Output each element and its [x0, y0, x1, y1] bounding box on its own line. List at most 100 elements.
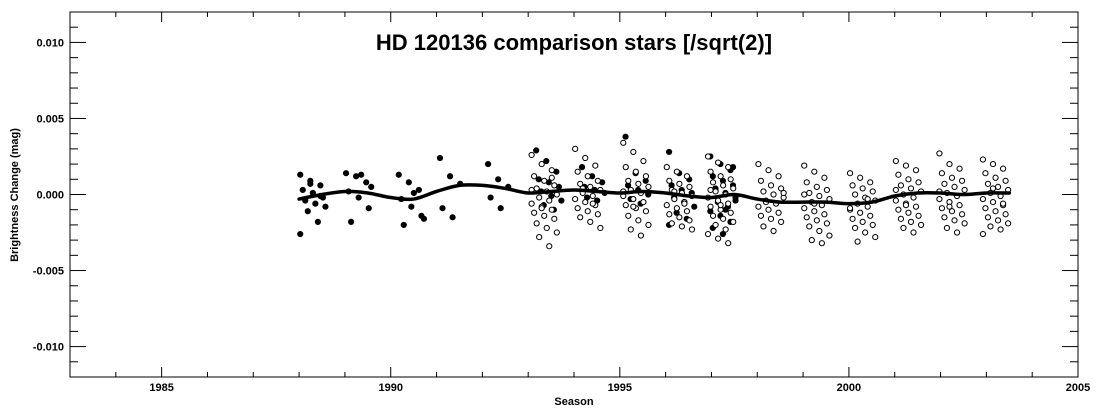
filled-data-point [355, 194, 362, 201]
open-data-point [632, 168, 639, 175]
filled-data-point [543, 157, 550, 165]
open-data-point [553, 229, 560, 236]
open-data-point [686, 217, 693, 224]
open-data-point [712, 221, 719, 229]
open-data-point [910, 194, 917, 201]
open-data-point [543, 224, 550, 232]
open-data-point [622, 164, 629, 171]
open-data-point [755, 160, 762, 168]
filled-data-point [368, 183, 375, 190]
open-data-point [936, 195, 943, 203]
open-data-point [806, 223, 813, 230]
open-data-point [907, 185, 915, 192]
filled-data-point [622, 133, 629, 140]
open-data-point [666, 211, 673, 218]
open-data-point [821, 211, 828, 218]
open-data-point [642, 208, 650, 215]
filled-data-point [533, 147, 540, 154]
open-data-point [872, 233, 879, 241]
open-data-point [630, 203, 637, 210]
open-data-point [577, 214, 584, 221]
open-data-point [584, 208, 591, 215]
filled-data-point [314, 218, 321, 225]
open-data-point [846, 205, 854, 212]
open-data-point [806, 189, 813, 197]
open-data-point [989, 199, 997, 206]
open-data-point [867, 212, 874, 219]
open-data-point [936, 150, 943, 157]
open-data-point [574, 205, 581, 212]
open-data-point [686, 183, 693, 190]
open-data-point [727, 209, 734, 216]
open-data-point [755, 203, 762, 210]
open-data-point [948, 174, 956, 181]
open-data-point [757, 212, 765, 219]
open-data-point [709, 179, 717, 186]
open-data-point [541, 177, 548, 184]
open-data-point [709, 212, 717, 219]
open-data-point [811, 168, 818, 175]
chart-title: HD 120136 comparison stars [/sqrt(2)] [376, 30, 772, 55]
open-data-point [941, 180, 948, 187]
open-data-point [948, 208, 956, 215]
plot-frame [69, 11, 1079, 378]
open-data-point [533, 185, 540, 192]
open-data-point [765, 167, 772, 174]
open-data-point [816, 192, 823, 200]
open-data-point [582, 154, 589, 162]
filled-data-point [436, 154, 444, 162]
filled-data-point [405, 179, 412, 186]
open-data-point [823, 186, 831, 194]
open-data-point [956, 165, 963, 172]
x-tick-label: 1985 [149, 382, 173, 394]
open-data-point [531, 209, 538, 216]
filled-data-point [317, 182, 324, 189]
open-data-point [905, 176, 912, 183]
open-data-point [630, 195, 637, 203]
x-tick-label: 1995 [608, 382, 632, 394]
open-data-point [892, 197, 899, 204]
filled-data-point [365, 205, 372, 212]
open-data-point [818, 240, 825, 247]
open-data-point [767, 215, 775, 222]
filled-data-point [400, 221, 407, 229]
open-data-point [917, 221, 925, 229]
open-data-point [548, 174, 555, 181]
x-tick-label: 2000 [837, 382, 861, 394]
open-data-point [999, 200, 1007, 207]
open-data-point [640, 157, 647, 165]
open-data-point [625, 177, 632, 184]
open-data-point [528, 200, 535, 207]
open-data-point [597, 224, 604, 232]
open-data-point [622, 202, 629, 209]
open-data-point [574, 168, 581, 175]
open-data-point [673, 205, 680, 212]
filled-data-point [495, 176, 502, 183]
open-data-point [982, 170, 989, 177]
open-data-point [775, 173, 782, 180]
open-data-point [730, 185, 737, 192]
filled-data-point [353, 173, 360, 180]
open-data-point [707, 203, 714, 210]
open-data-point [946, 203, 953, 210]
open-data-point [999, 165, 1007, 172]
open-data-point [821, 174, 828, 181]
open-data-point [851, 224, 859, 232]
open-data-point [862, 229, 869, 236]
open-data-point [846, 170, 854, 177]
open-data-point [895, 206, 902, 213]
x-tick-label: 2005 [1066, 382, 1090, 394]
open-data-point [803, 214, 810, 221]
open-data-point [801, 162, 808, 169]
open-data-point [645, 221, 652, 229]
open-data-point [864, 203, 871, 210]
open-data-point [992, 208, 999, 215]
open-data-point [712, 188, 719, 195]
open-data-point [730, 218, 737, 225]
open-data-point [915, 212, 922, 219]
open-data-point [594, 177, 601, 184]
open-data-point [760, 223, 767, 230]
filled-data-point [307, 180, 314, 187]
open-data-point [816, 227, 823, 235]
y-axis-label: Brightness Change (mag) [9, 128, 21, 262]
